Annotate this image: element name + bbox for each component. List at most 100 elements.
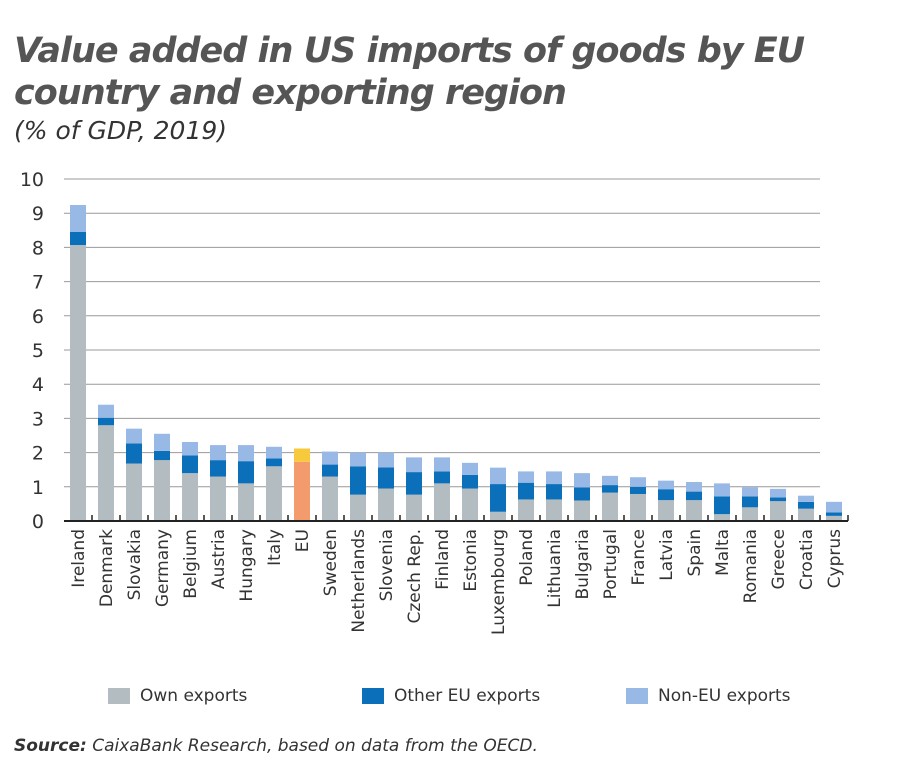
- bar-czechrep-own: [406, 494, 422, 521]
- bar-netherlands-non-eu: [350, 452, 366, 467]
- x-tick-label: Bulgaria: [573, 529, 593, 600]
- bar-bulgaria-other-eu: [574, 487, 590, 501]
- x-tick-label: France: [629, 529, 649, 586]
- x-tick-label: Belgium: [181, 529, 201, 599]
- bar-luxembourg-non-eu: [490, 467, 506, 485]
- x-tick-label: Slovakia: [125, 529, 145, 600]
- legend-label-other-eu: Other EU exports: [394, 686, 541, 706]
- y-tick-label: 9: [32, 203, 44, 225]
- bar-finland-own: [434, 483, 450, 521]
- y-tick-label: 3: [32, 408, 44, 430]
- bar-ireland-other-eu: [70, 232, 86, 246]
- bar-slovakia-own: [126, 463, 142, 521]
- x-tick-label: Croatia: [797, 529, 817, 590]
- bar-netherlands-other-eu: [350, 466, 366, 495]
- bar-portugal-non-eu: [602, 475, 618, 486]
- x-tick-label: Hungary: [237, 529, 257, 602]
- x-tick-label: Cyprus: [825, 529, 845, 588]
- bar-italy-non-eu: [266, 446, 282, 459]
- legend-label-own: Own exports: [140, 686, 248, 706]
- bar-spain-own: [686, 500, 702, 521]
- x-tick-label: Estonia: [461, 529, 481, 592]
- x-tick-label: Poland: [517, 529, 537, 586]
- bar-estonia-own: [462, 488, 478, 521]
- bar-ireland-non-eu: [70, 204, 86, 233]
- bar-poland-own: [518, 499, 534, 521]
- x-tick-label: Spain: [685, 529, 705, 577]
- x-tick-label: Austria: [209, 529, 229, 589]
- bar-austria-non-eu: [210, 445, 226, 461]
- bar-poland-non-eu: [518, 471, 534, 483]
- x-tick-label: Slovenia: [377, 529, 397, 601]
- bar-bulgaria-own: [574, 500, 590, 521]
- bar-france-own: [630, 493, 646, 521]
- bar-poland-other-eu: [518, 482, 534, 500]
- legend-own: Own exports: [108, 686, 247, 706]
- bar-greece-own: [770, 501, 786, 521]
- bar-hungary-own: [238, 483, 254, 521]
- bar-eu-own: [294, 461, 310, 521]
- source-label: Source:: [14, 736, 87, 756]
- bar-estonia-other-eu: [462, 474, 478, 489]
- bar-lithuania-other-eu: [546, 484, 562, 500]
- x-tick-label: Malta: [713, 529, 733, 576]
- x-tick-label: Portugal: [601, 529, 621, 599]
- bar-malta-own: [714, 514, 730, 521]
- source-text: CaixaBank Research, based on data from t…: [86, 736, 538, 756]
- bar-france-other-eu: [630, 486, 646, 494]
- bar-italy-other-eu: [266, 458, 282, 467]
- bar-croatia-own: [798, 508, 814, 521]
- bar-lithuania-own: [546, 499, 562, 521]
- bar-luxembourg-own: [490, 511, 506, 521]
- x-tick-label: Germany: [153, 529, 173, 607]
- bar-greece-non-eu: [770, 488, 786, 498]
- x-tick-label: Finland: [433, 529, 453, 590]
- bar-romania-own: [742, 507, 758, 521]
- bar-portugal-other-eu: [602, 485, 618, 493]
- bar-denmark-other-eu: [98, 417, 114, 426]
- bar-finland-non-eu: [434, 457, 450, 472]
- x-tick-label: Ireland: [69, 529, 89, 588]
- bar-belgium-other-eu: [182, 455, 198, 474]
- bar-sweden-own: [322, 476, 338, 521]
- bar-belgium-non-eu: [182, 441, 198, 456]
- y-tick-label: 2: [32, 443, 44, 465]
- legend-label-non-eu: Non-EU exports: [658, 686, 791, 706]
- legend-swatch-other-eu: [362, 688, 384, 704]
- legend-swatch-non-eu: [626, 688, 648, 704]
- bar-slovakia-other-eu: [126, 443, 142, 464]
- bar-estonia-non-eu: [462, 462, 478, 475]
- bar-cyprus-non-eu: [826, 501, 842, 513]
- bar-slovakia-non-eu: [126, 428, 142, 444]
- x-tick-label: Czech Rep.: [405, 529, 425, 623]
- bar-france-non-eu: [630, 477, 646, 487]
- bar-romania-other-eu: [742, 496, 758, 508]
- x-tick-label: Greece: [769, 529, 789, 590]
- bar-bulgaria-non-eu: [574, 473, 590, 488]
- bar-slovenia-own: [378, 488, 394, 521]
- bar-austria-own: [210, 476, 226, 521]
- bar-latvia-own: [658, 500, 674, 521]
- y-tick-label: 5: [32, 340, 44, 362]
- y-tick-label: 6: [32, 306, 44, 328]
- bar-hungary-non-eu: [238, 445, 254, 462]
- bar-sweden-other-eu: [322, 464, 338, 477]
- bar-lithuania-non-eu: [546, 471, 562, 485]
- bar-malta-other-eu: [714, 496, 730, 515]
- bar-austria-other-eu: [210, 460, 226, 477]
- bar-czechrep-non-eu: [406, 457, 422, 473]
- bar-cyprus-own: [826, 515, 842, 521]
- x-tick-label: Denmark: [97, 529, 117, 607]
- bar-netherlands-own: [350, 494, 366, 521]
- y-tick-label: 10: [20, 169, 44, 191]
- x-tick-label: Lithuania: [545, 529, 565, 608]
- bar-croatia-non-eu: [798, 495, 814, 502]
- bar-finland-other-eu: [434, 471, 450, 484]
- y-tick-label: 1: [32, 477, 44, 499]
- legend-non-eu: Non-EU exports: [626, 686, 791, 706]
- bar-cyprus-other-eu: [826, 512, 842, 516]
- x-tick-label: Netherlands: [349, 529, 369, 633]
- y-tick-label: 8: [32, 237, 44, 259]
- bar-germany-non-eu: [154, 433, 170, 451]
- bar-czechrep-other-eu: [406, 472, 422, 495]
